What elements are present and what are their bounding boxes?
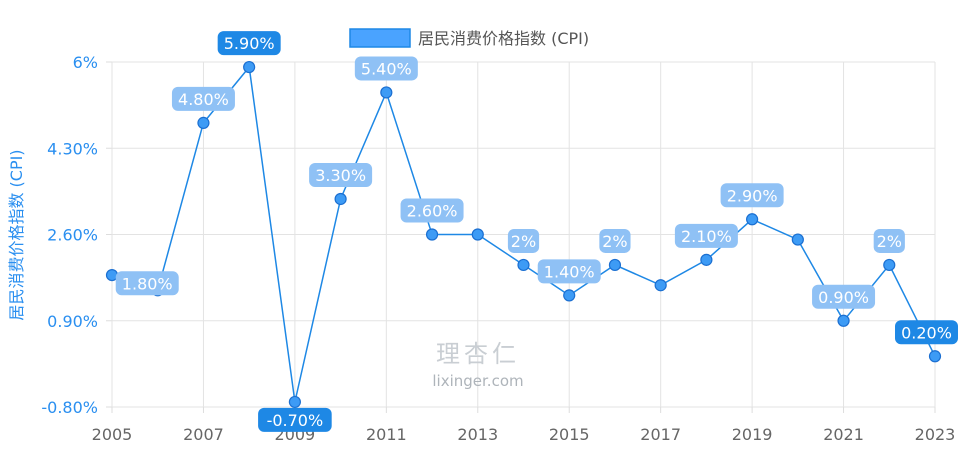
y-tick-label: 0.90% <box>47 312 98 331</box>
data-label: -0.70% <box>258 407 332 432</box>
y-tick-label: 6% <box>73 53 98 72</box>
data-label-box <box>537 259 601 284</box>
data-label: 5.90% <box>217 31 281 56</box>
data-label-text: 2.10% <box>681 227 732 246</box>
x-tick-label: 2017 <box>640 425 681 444</box>
y-tick-label: -0.80% <box>41 398 98 417</box>
data-label-text: 2.90% <box>727 186 778 205</box>
data-label: 5.40% <box>354 56 418 81</box>
data-point[interactable] <box>746 213 759 226</box>
data-point[interactable] <box>563 289 576 302</box>
x-axis-ticks: 2005 2007 2009 2011 2013 2015 2017 2019 2021 2023 <box>92 425 956 444</box>
y-axis-label: 居民消费价格指数 (CPI) <box>7 149 26 320</box>
data-label: 2.60% <box>400 198 464 223</box>
data-label-text: 2% <box>511 232 536 251</box>
data-labels: 1.80% 4.80% 5.90% -0.70% 3.30% 5.40% 2.60% 2% 1.… <box>115 31 958 432</box>
y-tick-label: 4.30% <box>47 139 98 158</box>
data-label: 4.80% <box>171 86 235 111</box>
data-point[interactable] <box>654 279 667 292</box>
y-tick-label: 2.60% <box>47 226 98 245</box>
data-point[interactable] <box>471 228 484 241</box>
watermark-site: lixinger.com <box>432 372 523 390</box>
data-point[interactable] <box>837 314 850 327</box>
watermark: 理杏仁 lixinger.com <box>432 340 523 390</box>
data-label: 3.30% <box>309 162 373 187</box>
x-tick-label: 2021 <box>823 425 864 444</box>
y-axis-ticks: -0.80% 0.90% 2.60% 4.30% 6% <box>41 53 98 417</box>
data-label-box <box>400 198 464 223</box>
data-point[interactable] <box>243 60 256 74</box>
x-tick-label: 2013 <box>457 425 498 444</box>
data-label: 0.90% <box>812 284 876 309</box>
data-label: 0.20% <box>895 320 958 345</box>
x-tick-label: 2019 <box>732 425 773 444</box>
data-point[interactable] <box>700 253 713 266</box>
data-label-box <box>309 162 373 187</box>
data-point[interactable] <box>425 228 439 241</box>
data-point[interactable] <box>608 258 622 272</box>
data-label-box <box>171 86 235 111</box>
data-label: 2% <box>873 228 905 253</box>
data-label: 2.90% <box>720 183 784 208</box>
legend[interactable]: 居民消费价格指数 (CPI) <box>349 28 589 48</box>
x-tick-label: 2015 <box>549 425 590 444</box>
legend-swatch <box>349 28 411 48</box>
data-label-text: 1.40% <box>544 262 595 281</box>
data-point[interactable] <box>928 350 942 363</box>
data-label-text: 3.30% <box>315 166 366 185</box>
data-label-text: 5.40% <box>361 59 412 78</box>
data-label-box <box>812 284 876 309</box>
data-label-box <box>217 31 281 56</box>
data-label: 2% <box>507 228 540 253</box>
x-tick-label: 2023 <box>915 425 956 444</box>
data-label: 2.10% <box>674 223 738 248</box>
data-point[interactable] <box>883 258 896 272</box>
data-label-box <box>354 56 418 81</box>
data-point[interactable] <box>380 86 393 99</box>
data-label-text: -0.70% <box>267 411 324 430</box>
data-label-box <box>674 223 738 248</box>
data-label-text: 0.20% <box>901 323 952 342</box>
series-cpi <box>105 60 942 409</box>
data-label-text: 0.90% <box>818 288 869 307</box>
data-point[interactable] <box>791 233 804 246</box>
legend-label: 居民消费价格指数 (CPI) <box>418 29 589 48</box>
data-label-box <box>507 228 540 253</box>
data-label-text: 1.80% <box>122 274 173 293</box>
data-label-text: 4.80% <box>178 90 229 109</box>
data-point[interactable] <box>288 395 301 409</box>
data-label-box <box>599 228 631 253</box>
data-label-box <box>895 320 958 345</box>
data-point[interactable] <box>334 192 347 206</box>
data-label: 1.80% <box>115 271 179 296</box>
data-label-box <box>115 271 179 296</box>
data-label-box <box>720 183 784 208</box>
watermark-logo: 理杏仁 <box>436 340 520 368</box>
data-label-text: 5.90% <box>224 34 275 53</box>
x-tick-label: 2011 <box>366 425 407 444</box>
data-point[interactable] <box>517 258 530 272</box>
data-label: 2% <box>599 228 631 253</box>
x-tick-label: 2005 <box>92 425 133 444</box>
data-point[interactable] <box>197 116 210 129</box>
data-label-box <box>873 228 905 253</box>
data-label-text: 2% <box>602 232 627 251</box>
data-label: 1.40% <box>537 259 601 284</box>
data-label-text: 2.60% <box>407 202 458 221</box>
data-label-text: 2% <box>877 232 902 251</box>
x-tick-label: 2007 <box>183 425 224 444</box>
data-label-box <box>258 407 332 432</box>
